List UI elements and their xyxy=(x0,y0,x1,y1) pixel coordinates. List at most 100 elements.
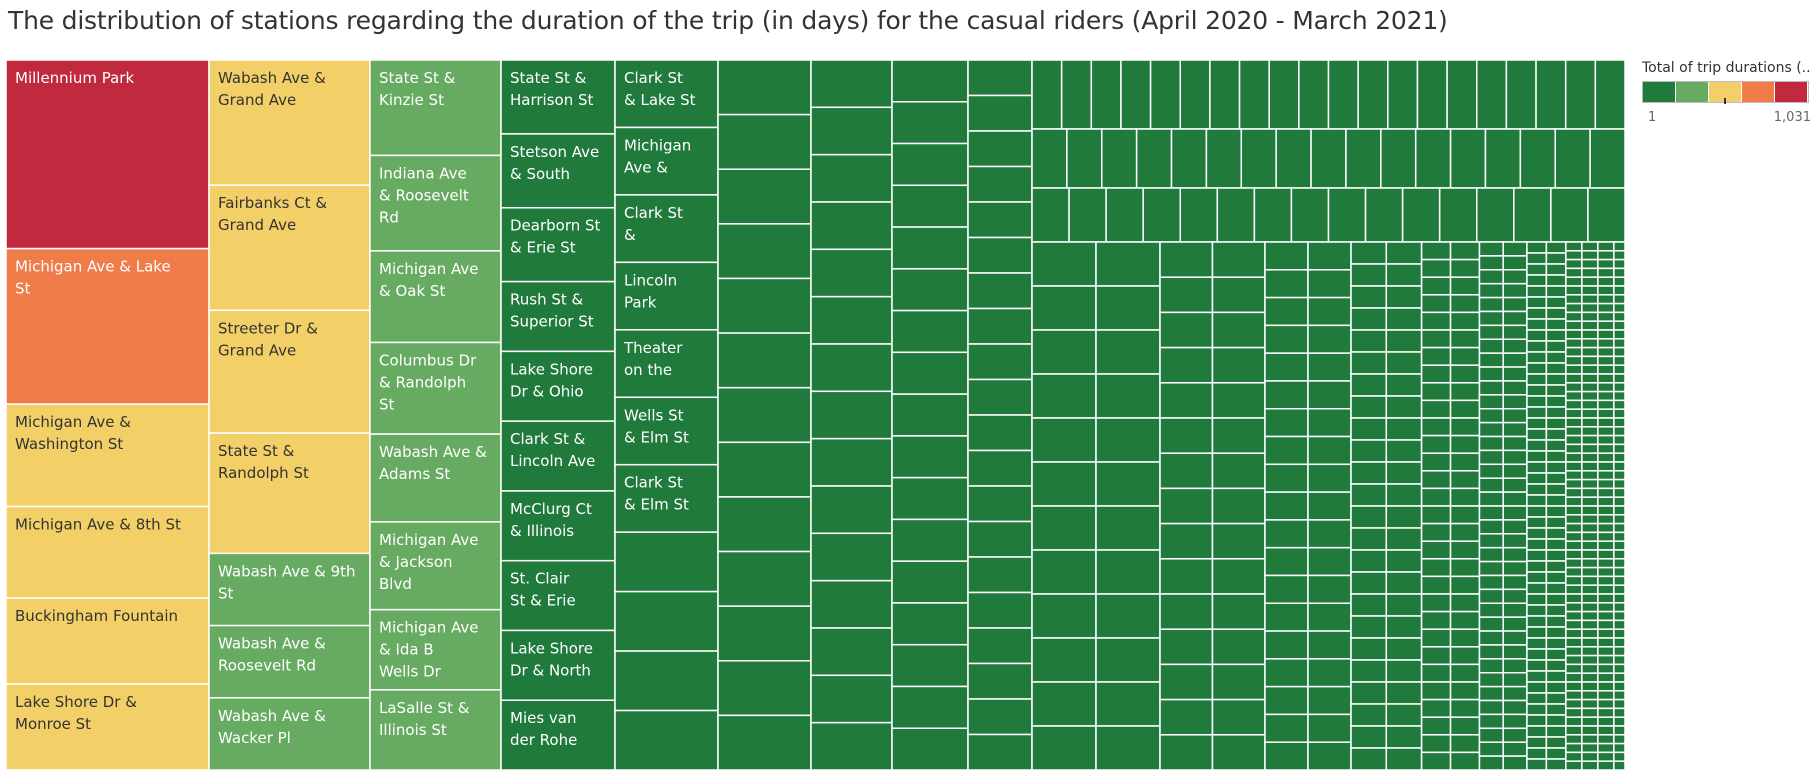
treemap-cell[interactable] xyxy=(1159,734,1214,770)
treemap-cell[interactable] xyxy=(1581,663,1599,674)
treemap-cell[interactable] xyxy=(1581,399,1599,410)
treemap-cell-wells-st-elm-st[interactable] xyxy=(614,396,719,466)
treemap-cell[interactable] xyxy=(1264,269,1309,299)
treemap-cell[interactable] xyxy=(1613,751,1625,762)
treemap-cell[interactable] xyxy=(1597,558,1615,569)
treemap-cell[interactable] xyxy=(1545,659,1567,672)
treemap-cell[interactable] xyxy=(1159,698,1214,736)
treemap-cell[interactable] xyxy=(1526,351,1548,364)
treemap-cell[interactable] xyxy=(1478,282,1504,299)
treemap-cell[interactable] xyxy=(1597,294,1615,305)
treemap-cell[interactable] xyxy=(1385,527,1423,551)
treemap-cell[interactable] xyxy=(1449,470,1481,490)
treemap-cell[interactable] xyxy=(1597,276,1615,287)
treemap-cell[interactable] xyxy=(1449,593,1481,613)
treemap-cell[interactable] xyxy=(891,60,969,103)
treemap-cell[interactable] xyxy=(1581,619,1599,630)
treemap-cell[interactable] xyxy=(1581,593,1599,604)
treemap-cell-michigan-ave-lake-st[interactable] xyxy=(6,247,210,405)
treemap-cell[interactable] xyxy=(1545,384,1567,397)
treemap-cell[interactable] xyxy=(1545,560,1567,573)
treemap-cell[interactable] xyxy=(1420,364,1452,384)
treemap-cell[interactable] xyxy=(810,248,893,298)
treemap-cell[interactable] xyxy=(1264,658,1309,688)
treemap-cell[interactable] xyxy=(891,351,969,395)
treemap-cell[interactable] xyxy=(1307,741,1352,770)
treemap-cell[interactable] xyxy=(1526,593,1548,606)
treemap-cell[interactable] xyxy=(1581,355,1599,366)
treemap-cell[interactable] xyxy=(1350,439,1388,463)
treemap-cell[interactable] xyxy=(1264,241,1309,271)
treemap-cell-fairbanks-ct-grand-ave[interactable] xyxy=(208,184,371,312)
treemap-cell[interactable] xyxy=(1095,241,1161,287)
treemap-cell[interactable] xyxy=(1565,637,1583,648)
treemap-cell[interactable] xyxy=(1159,241,1214,278)
treemap-cell[interactable] xyxy=(1613,672,1625,683)
treemap-cell[interactable] xyxy=(967,343,1033,381)
treemap-cell[interactable] xyxy=(717,277,812,334)
treemap-cell[interactable] xyxy=(1526,362,1548,375)
treemap-cell[interactable] xyxy=(891,268,969,312)
treemap-cell[interactable] xyxy=(1502,741,1528,757)
treemap-cell[interactable] xyxy=(1526,659,1548,672)
treemap-cell[interactable] xyxy=(1211,663,1266,701)
treemap-cell[interactable] xyxy=(967,378,1033,416)
treemap-cell-state-st-harrison-st[interactable] xyxy=(500,60,616,135)
treemap-cell-rush-st-superior-st[interactable] xyxy=(500,280,616,353)
treemap-cell[interactable] xyxy=(717,496,812,553)
treemap-cell[interactable] xyxy=(1597,382,1615,393)
treemap-cell[interactable] xyxy=(1031,285,1097,331)
treemap-cell[interactable] xyxy=(1449,646,1481,666)
treemap-cell[interactable] xyxy=(1613,566,1625,578)
treemap-cell[interactable] xyxy=(1613,443,1625,454)
treemap-cell[interactable] xyxy=(614,531,719,593)
treemap-cell[interactable] xyxy=(1449,258,1481,278)
treemap-cell[interactable] xyxy=(1613,417,1625,428)
treemap-cell[interactable] xyxy=(1581,549,1599,560)
treemap-cell[interactable] xyxy=(1597,716,1615,727)
treemap-cell[interactable] xyxy=(1095,417,1161,463)
treemap-cell[interactable] xyxy=(1545,340,1567,353)
treemap-cell[interactable] xyxy=(1581,294,1599,305)
treemap-cell[interactable] xyxy=(1350,549,1388,573)
treemap-cell[interactable] xyxy=(1385,549,1423,573)
treemap-cell[interactable] xyxy=(1350,637,1388,661)
treemap-cell[interactable] xyxy=(1565,311,1583,322)
treemap-cell[interactable] xyxy=(1613,311,1625,322)
treemap-cell[interactable] xyxy=(1597,338,1615,349)
treemap-cell[interactable] xyxy=(1597,575,1615,586)
treemap-cell[interactable] xyxy=(1545,483,1567,496)
treemap-cell[interactable] xyxy=(1581,514,1599,525)
treemap-cell-michigan-ave[interactable] xyxy=(614,126,719,196)
treemap-cell[interactable] xyxy=(717,386,812,444)
treemap-cell[interactable] xyxy=(1613,364,1625,375)
treemap-cell[interactable] xyxy=(1264,491,1309,521)
treemap-cell[interactable] xyxy=(1565,672,1583,683)
treemap-cell[interactable] xyxy=(810,721,893,770)
treemap-cell[interactable] xyxy=(1307,574,1352,605)
treemap-cell[interactable] xyxy=(1526,395,1548,408)
treemap-cell[interactable] xyxy=(1478,366,1504,382)
treemap-cell[interactable] xyxy=(1307,324,1352,354)
treemap-cell[interactable] xyxy=(1264,546,1309,577)
treemap-cell[interactable] xyxy=(1478,546,1504,563)
treemap-cell[interactable] xyxy=(1545,373,1567,386)
treemap-cell[interactable] xyxy=(1505,60,1537,130)
treemap-cell[interactable] xyxy=(1526,681,1548,694)
treemap-cell[interactable] xyxy=(1449,329,1481,349)
treemap-cell[interactable] xyxy=(967,662,1033,700)
treemap-cell[interactable] xyxy=(1240,128,1277,189)
treemap-cell[interactable] xyxy=(1565,566,1583,578)
treemap-cell[interactable] xyxy=(1581,258,1599,270)
treemap-cell-wabash-ave-wacker-pl[interactable] xyxy=(208,697,371,770)
color-legend[interactable]: Total of trip durations (.. 1 1,031 xyxy=(1642,60,1818,125)
treemap-cell[interactable] xyxy=(1478,727,1504,743)
treemap-cell[interactable] xyxy=(1545,472,1567,485)
treemap-cell[interactable] xyxy=(967,94,1033,132)
treemap-cell[interactable] xyxy=(1478,310,1504,327)
treemap-cell[interactable] xyxy=(1502,644,1528,660)
treemap-cell[interactable] xyxy=(1385,637,1423,661)
treemap-cell[interactable] xyxy=(1095,505,1161,551)
treemap-cell[interactable] xyxy=(1478,533,1504,549)
treemap-cell[interactable] xyxy=(1149,60,1181,130)
